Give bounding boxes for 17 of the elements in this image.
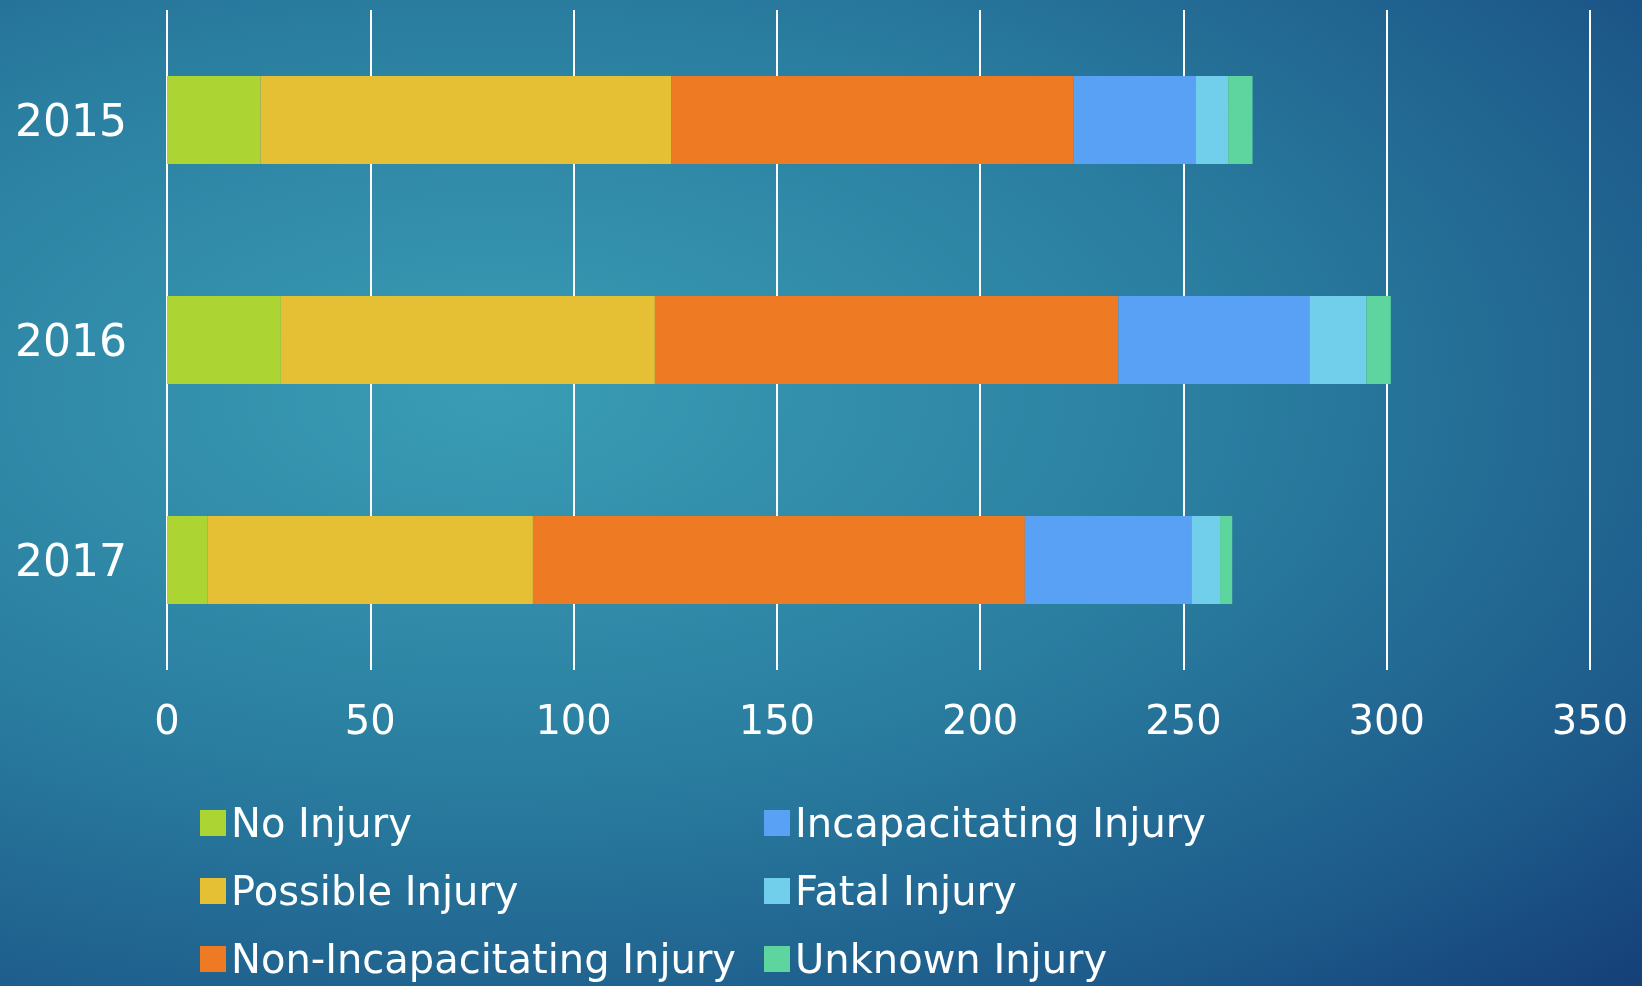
y-tick-label: 2016 — [15, 314, 127, 366]
legend-label: Non-Incapacitating Injury — [231, 936, 737, 982]
legend-label: Fatal Injury — [795, 868, 1017, 914]
legend-label: Incapacitating Injury — [795, 800, 1206, 846]
x-tick-label: 200 — [941, 697, 1019, 743]
x-tick-label: 300 — [1348, 697, 1425, 743]
x-tick-label: 150 — [738, 697, 816, 743]
x-tick-label: 100 — [535, 697, 612, 743]
legend-label: Unknown Injury — [795, 936, 1108, 982]
legend-label: No Injury — [231, 800, 412, 846]
x-tick-label: 250 — [1145, 697, 1222, 743]
y-tick-label: 2015 — [15, 94, 127, 146]
x-tick-label: 50 — [344, 697, 396, 743]
y-tick-label: 2017 — [15, 534, 127, 586]
x-tick-label: 350 — [1551, 697, 1629, 743]
x-tick-label: 0 — [154, 697, 180, 743]
legend-label: Possible Injury — [231, 868, 519, 914]
